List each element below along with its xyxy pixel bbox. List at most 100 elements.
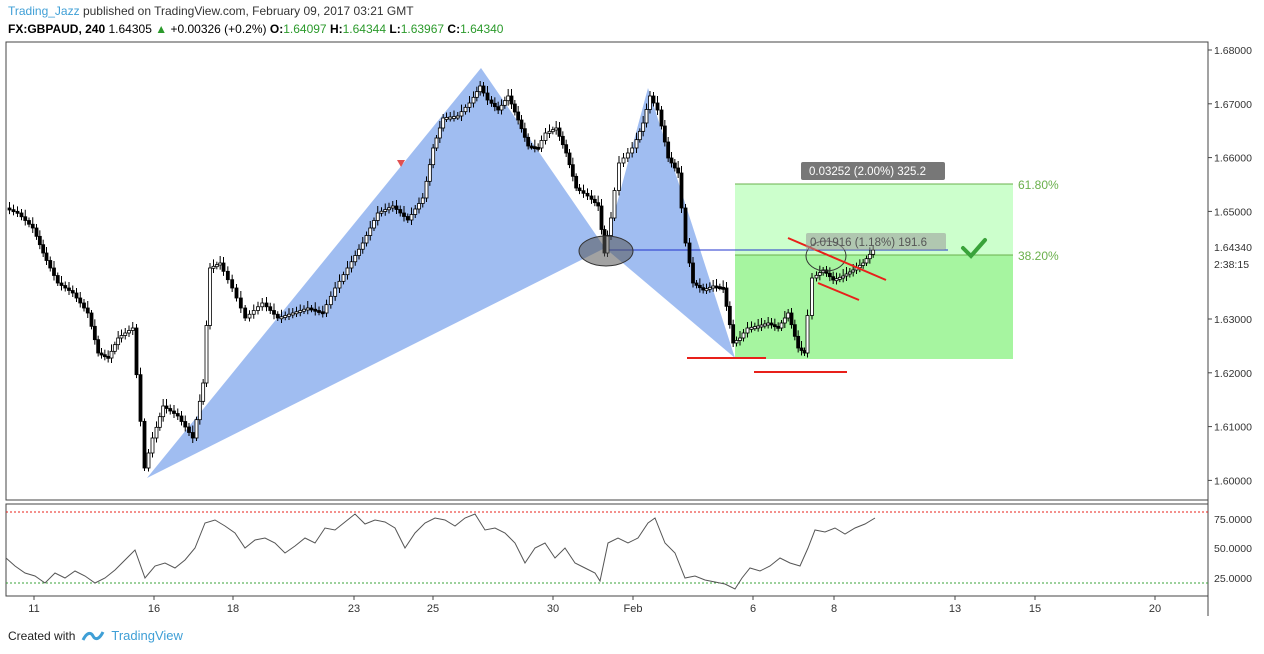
candle-body <box>741 332 746 339</box>
bat-pattern[interactable] <box>147 68 735 478</box>
low-value: 1.63967 <box>400 22 445 36</box>
symbol-info: FX:GBPAUD, 240 1.64305 ▲ +0.00326 (+0.2%… <box>8 22 503 36</box>
candle-body <box>238 297 243 309</box>
candle-body <box>543 132 548 141</box>
candle-body <box>183 421 188 428</box>
candle-body <box>867 253 872 260</box>
candle-body <box>577 187 582 192</box>
channel-top <box>787 237 887 281</box>
rsi-line <box>5 513 876 590</box>
time-tick-label: 15 <box>1029 603 1041 615</box>
b-point-highlight[interactable] <box>578 235 634 267</box>
candle-body <box>102 354 107 358</box>
candle-body <box>218 262 223 266</box>
candle-body <box>831 276 836 281</box>
author-link[interactable]: Trading_Jazz <box>8 4 80 18</box>
measure-large[interactable]: 0.03252 (2.00%) 325.2 <box>801 162 945 180</box>
measure-large-text: 0.03252 (2.00%) 325.2 <box>809 166 926 178</box>
high-value: 1.64344 <box>342 22 387 36</box>
candle-body <box>243 307 248 319</box>
candle-body <box>328 295 333 306</box>
high-label: H: <box>329 22 343 36</box>
candle-body <box>697 284 702 289</box>
candle-body <box>772 324 777 328</box>
candle-body <box>779 322 784 329</box>
candle-body <box>676 167 681 174</box>
price-axis[interactable]: 1.68000 1.67000 1.66000 1.65000 1.63000 1.620… <box>1208 45 1252 487</box>
candle-body <box>394 205 399 210</box>
candle-body <box>532 146 537 150</box>
candle-body <box>585 192 590 197</box>
candle-body <box>317 310 321 313</box>
close-label: C: <box>447 22 461 36</box>
candle-body <box>707 286 712 290</box>
close-value: 1.64340 <box>460 22 504 36</box>
measure-large-bg <box>801 162 945 180</box>
candle-body <box>444 117 449 120</box>
time-tick-label: 18 <box>227 603 239 615</box>
candle-body <box>23 216 28 221</box>
candle-body <box>617 162 621 191</box>
candle-body <box>409 214 414 221</box>
candle-body <box>260 302 265 308</box>
candle-body <box>431 147 436 166</box>
candle-body <box>305 307 310 311</box>
candle-body <box>824 269 829 274</box>
candle-body <box>766 322 771 326</box>
candle-body <box>78 297 83 304</box>
candle-body <box>724 287 729 307</box>
candle-body <box>694 282 699 286</box>
candle-body <box>589 195 594 200</box>
candle-body <box>529 145 534 149</box>
rsi-tick-label: 50.0000 <box>1214 543 1252 555</box>
low-label: L: <box>389 22 401 36</box>
time-tick-label: 25 <box>427 603 439 615</box>
fib-zone[interactable]: 61.80% 38.20% <box>735 178 1059 359</box>
measure-small-text: 0.01916 (1.18%) 191.6 <box>810 237 927 249</box>
candle-body <box>679 172 684 209</box>
time-tick-label: 23 <box>348 603 360 615</box>
publish-info: Trading_Jazz published on TradingView.co… <box>8 4 414 18</box>
candle-body <box>550 129 555 133</box>
tradingview-link[interactable]: TradingView <box>111 628 183 643</box>
candle-body <box>44 252 49 261</box>
candle-body <box>19 212 24 218</box>
candle-body <box>512 103 517 113</box>
candle-body <box>526 136 531 147</box>
candle-body <box>634 139 639 149</box>
candle-body <box>375 212 380 221</box>
candle-body <box>123 332 128 336</box>
candle-body <box>402 212 406 217</box>
candle-body <box>841 275 846 279</box>
candle-body <box>27 220 31 225</box>
candle-body <box>190 432 195 439</box>
price-chart[interactable]: 61.80% 38.20% 0.03252 (2.00%) 325.2 0.01… <box>0 38 1264 620</box>
candle-body <box>214 264 219 268</box>
candle-body <box>499 104 504 111</box>
price-tick-label: 1.60000 <box>1214 475 1252 487</box>
candle-body <box>749 326 754 330</box>
candle-body <box>802 350 807 354</box>
candle-body <box>485 92 490 101</box>
candle-body <box>157 416 162 428</box>
candle-body <box>197 400 202 421</box>
candle-body <box>427 164 432 182</box>
candle-body <box>225 270 230 281</box>
support-lines[interactable] <box>687 237 887 373</box>
candle-body <box>625 152 630 159</box>
measure-small[interactable]: 0.01916 (1.18%) 191.6 <box>806 233 946 250</box>
price-tick-label: 1.68000 <box>1214 45 1252 57</box>
fib-382-label: 38.20% <box>1018 249 1059 263</box>
candle-body <box>275 313 280 319</box>
symbol-label[interactable]: FX:GBPAUD, 240 <box>8 22 106 36</box>
price-tick-label: 1.67000 <box>1214 99 1252 111</box>
candle-body <box>272 310 276 315</box>
candle-body <box>567 152 572 166</box>
candle-body <box>298 310 303 313</box>
candle-body <box>704 288 709 292</box>
candle-body <box>596 202 601 207</box>
published-text: published on TradingView.com, February 0… <box>82 4 414 18</box>
time-axis[interactable]: 11 16 18 23 25 30 Feb 6 8 13 15 20 <box>28 596 1161 615</box>
candle-body <box>164 405 169 409</box>
candle-body <box>341 274 346 282</box>
